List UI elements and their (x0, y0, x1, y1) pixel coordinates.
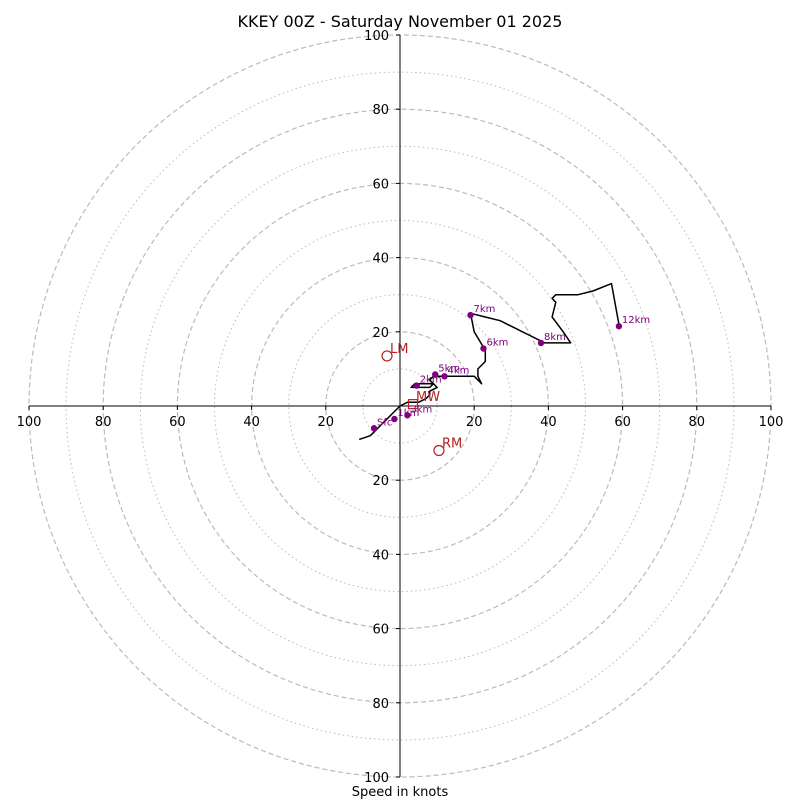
storm-motion-marker (407, 399, 419, 410)
y-tick-label: 80 (372, 697, 389, 712)
height-marker-point (413, 382, 420, 389)
y-tick-label: 100 (364, 29, 389, 44)
x-tick-label: 60 (614, 415, 631, 430)
x-tick-label: 100 (759, 415, 784, 430)
height-marker-point (615, 323, 623, 330)
storm-motion-label: LM (390, 342, 408, 357)
height-marker-label: Sfc (377, 417, 392, 428)
x-tick-label: 20 (318, 415, 335, 430)
height-marker-point (467, 311, 474, 319)
height-marker-point (480, 345, 487, 352)
wind-trace-line (358, 282, 620, 441)
y-tick-label: 60 (372, 177, 389, 192)
storm-motion-markers: LM RM MW (381, 342, 462, 457)
height-marker-label: 7km (473, 304, 495, 315)
x-tick-label: 100 (17, 415, 42, 430)
x-tick-label: 20 (466, 415, 483, 430)
height-marker-point (432, 371, 439, 378)
x-tick-label: 40 (243, 415, 260, 430)
height-markers: Sfc1km2km3km4km5km6km7km8km12km (370, 304, 650, 432)
y-tick-label: 40 (372, 548, 389, 563)
y-tick-label: 20 (372, 326, 389, 341)
chart-title: KKEY 00Z - Saturday November 01 2025 (238, 12, 563, 31)
height-marker-point (370, 425, 378, 432)
x-tick-label: 80 (689, 415, 706, 430)
x-tick-label: 80 (95, 415, 112, 430)
y-tick-label: 100 (364, 771, 389, 786)
x-tick-label: 40 (540, 415, 557, 430)
tick-labels: 100 100 80 80 60 60 40 40 20 20 20 20 40 40 60 60 80 80 10… (17, 29, 784, 786)
storm-motion-label: RM (442, 437, 462, 452)
x-axis-label: Speed in knots (352, 785, 449, 800)
wind-trace (358, 282, 620, 441)
height-marker-point (391, 415, 398, 423)
storm-motion-marker (433, 444, 445, 457)
height-marker-label: 5km (438, 363, 460, 374)
y-tick-label: 20 (372, 474, 389, 489)
y-tick-label: 40 (372, 252, 389, 267)
height-marker-point (404, 412, 411, 419)
height-marker-label: 6km (486, 337, 508, 348)
height-marker-label: 12km (622, 315, 650, 326)
height-marker-label: 2km (420, 375, 442, 386)
y-tick-label: 80 (372, 103, 389, 118)
y-tick-label: 60 (372, 623, 389, 638)
x-tick-label: 60 (169, 415, 186, 430)
height-marker-label: 4km (448, 365, 470, 376)
height-marker-label: 8km (544, 332, 566, 343)
storm-motion-label: MW (416, 390, 440, 405)
storm-motion-marker (381, 350, 393, 362)
height-marker-point (441, 373, 448, 380)
height-marker-point (537, 339, 545, 347)
height-marker-label: 3km (410, 404, 432, 415)
